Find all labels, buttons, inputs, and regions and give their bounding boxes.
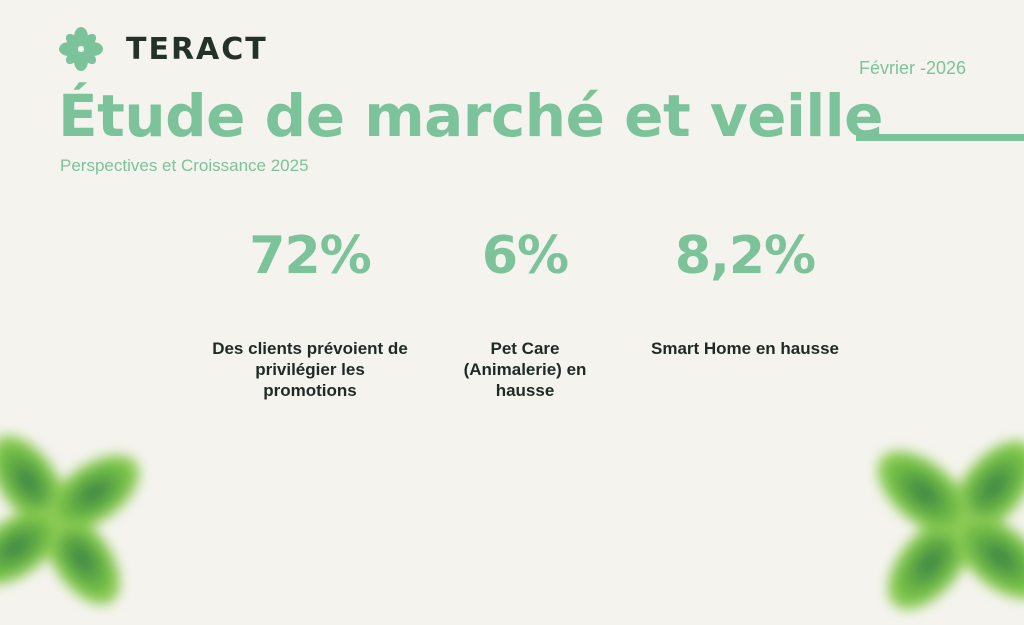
clover-leaf-icon [877,440,1024,610]
page-title: Étude de marché et veille [58,82,884,150]
clover-leaf-icon [0,435,140,605]
clover-logo-icon [59,27,103,71]
brand-name: TERACT [126,31,268,67]
stat-value: 72% [249,226,371,286]
stat-description: Des clients prévoient de privilégier les… [212,339,408,400]
stat-value: 8,2% [674,226,816,286]
page-subtitle: Perspectives et Croissance 2025 [60,156,309,175]
stat-value: 6% [481,226,569,286]
accent-divider [856,134,1024,141]
stat-description: Smart Home en hausse [650,339,839,358]
stat-description: Pet Care (Animalerie) en hausse [463,339,587,400]
report-date: Février -2026 [858,58,966,78]
brand-logo: TERACT [58,26,268,72]
